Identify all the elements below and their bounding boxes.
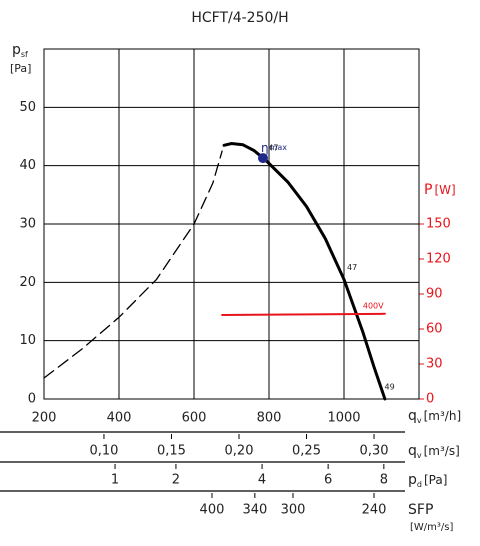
- scale-title-unit: [m³/s]: [424, 444, 460, 458]
- scale-tick-label: 2: [172, 473, 180, 488]
- scale-tick-label: 300: [281, 503, 306, 518]
- series-line: [221, 312, 386, 316]
- series-line: [222, 141, 387, 401]
- x-tick-label: 600: [182, 411, 207, 426]
- annotation: 47: [347, 263, 357, 272]
- scale-title-main: SFP: [408, 502, 433, 518]
- y2-tick-label: 150: [426, 217, 451, 232]
- scale-title-unit: [W/m³/s]: [410, 522, 453, 533]
- series-line: [43, 150, 223, 379]
- scale-tick-label: 400: [200, 503, 225, 518]
- x-tick-label: 400: [107, 411, 132, 426]
- y-axis-unit: [Pa]: [10, 62, 31, 75]
- y-tick-label: 50: [19, 100, 36, 115]
- x-axis-title: qv [m³/h]: [408, 408, 461, 425]
- y-tick-label: 30: [19, 217, 36, 232]
- y-axis-title: psf: [12, 42, 28, 59]
- eta-max-label: ηmax: [261, 141, 287, 155]
- eta-max-point: [258, 153, 268, 164]
- scale-tick-label: 6: [324, 473, 332, 488]
- x-axis-title-unit: [m³/h]: [424, 409, 462, 423]
- scale-title-main: q: [408, 443, 417, 459]
- y2-tick-label: 120: [426, 252, 451, 267]
- y2-tick-label: 0: [426, 392, 434, 407]
- scale-tick-label: 0,20: [225, 444, 254, 459]
- scale-title-sub: v: [417, 451, 422, 460]
- y2-tick-label: 30: [426, 357, 443, 372]
- chart-title: HCFT/4-250/H: [191, 10, 288, 26]
- x-axis-title-main: q: [408, 408, 417, 424]
- series-label: 400V: [363, 301, 384, 310]
- scale-tick-label: 4: [258, 473, 266, 488]
- x-tick-label: 200: [32, 411, 57, 426]
- scale-title-unit: [Pa]: [424, 473, 447, 487]
- y2-tick-label: 60: [426, 322, 443, 337]
- y-tick-label: 10: [19, 333, 36, 348]
- scale-title: qv [m³/s]: [408, 443, 460, 460]
- scale-tick-label: 240: [362, 503, 387, 518]
- y-axis-title-main: p: [12, 42, 21, 58]
- scale-tick-label: 0,10: [89, 444, 118, 459]
- y2-tick-label: 90: [426, 287, 443, 302]
- annotation: 49: [385, 383, 395, 392]
- y-tick-label: 0: [28, 392, 36, 407]
- scale-tick-label: 8: [380, 473, 388, 488]
- scale-title: pd [Pa]: [408, 472, 447, 489]
- eta-symbol: η: [261, 141, 269, 155]
- y2-axis-title-main: P: [424, 182, 432, 198]
- annotation: 47: [268, 143, 278, 152]
- scale-tick-label: 1: [111, 473, 119, 488]
- x-axis-title-sub: v: [417, 416, 422, 425]
- scale-tick-label: 0,30: [360, 444, 389, 459]
- scale-tick-label: 340: [242, 503, 267, 518]
- y2-axis-title: P [W]: [424, 182, 456, 198]
- scale-title-sub: d: [417, 480, 422, 489]
- x-tick-label: 800: [257, 411, 282, 426]
- y2-axis-title-unit: [W]: [434, 183, 455, 197]
- scale-title: SFP: [408, 502, 433, 518]
- x-tick-label: 1000: [327, 411, 360, 426]
- y-axis-title-sub: sf: [21, 50, 28, 59]
- y-tick-label: 20: [19, 275, 36, 290]
- y-tick-label: 40: [19, 158, 36, 173]
- scale-title-main: p: [408, 472, 417, 488]
- plot-frame: [43, 48, 420, 400]
- scale-tick-label: 0,15: [157, 444, 186, 459]
- scale-tick-label: 0,25: [292, 444, 321, 459]
- eta-sub: max: [270, 143, 288, 152]
